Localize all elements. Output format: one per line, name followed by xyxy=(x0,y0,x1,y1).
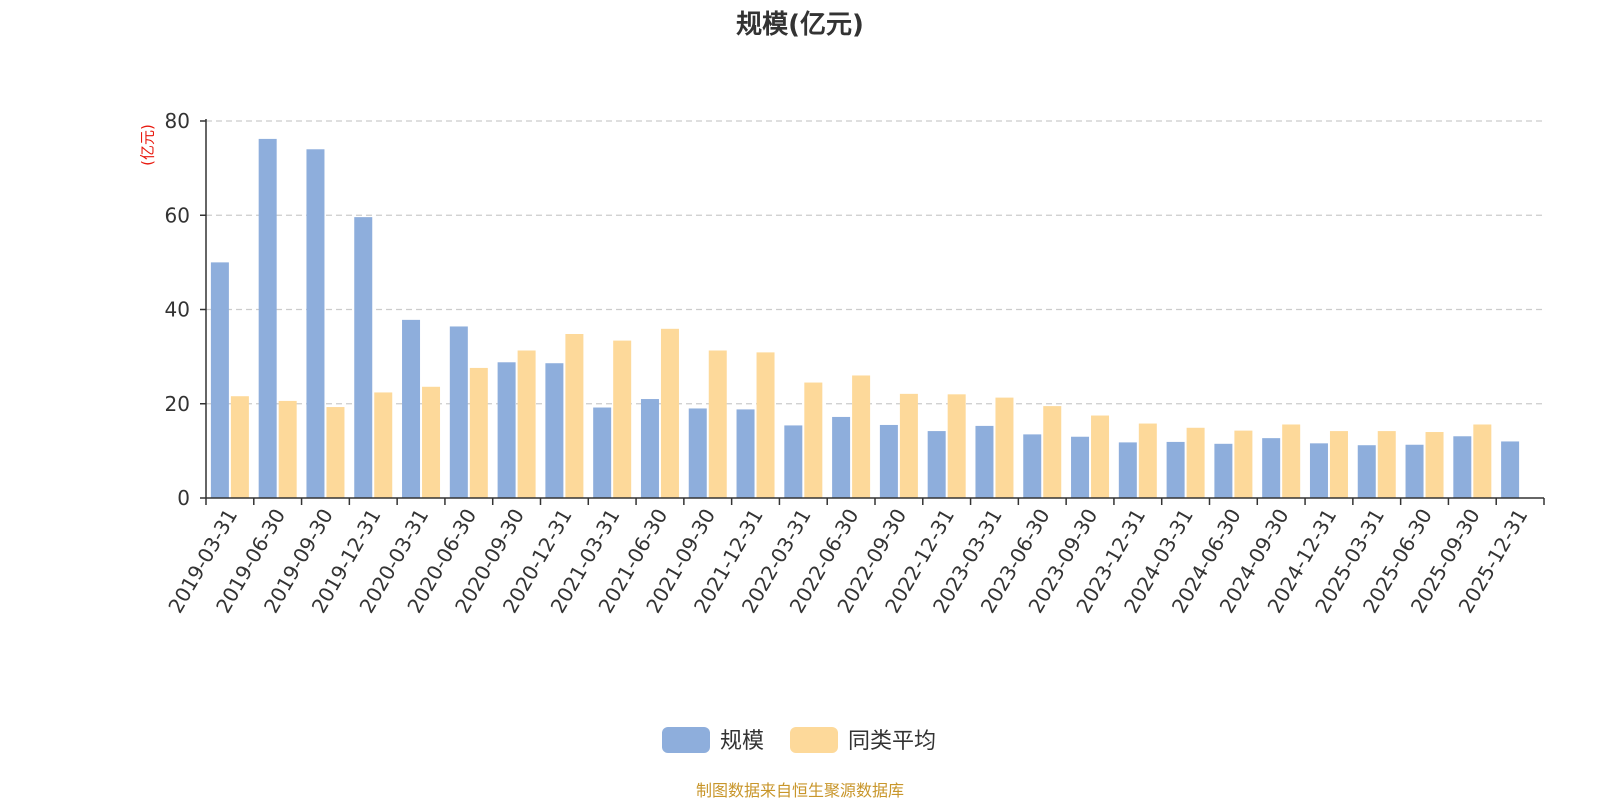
source-note: 制图数据来自恒生聚源数据库 xyxy=(696,781,904,800)
bar-scale xyxy=(593,407,612,498)
bar-peer-average xyxy=(613,340,632,498)
bar-scale xyxy=(1501,441,1520,498)
bar-scale xyxy=(688,408,707,498)
y-tick-label: 40 xyxy=(165,298,190,322)
bar-scale xyxy=(1357,445,1376,498)
bar-scale xyxy=(258,138,277,498)
bar-peer-average xyxy=(660,328,679,498)
bar-peer-average xyxy=(1043,406,1062,498)
bar-peer-average xyxy=(1425,432,1444,498)
x-axis: 2019-03-312019-06-302019-09-302019-12-31… xyxy=(163,497,1545,617)
bar-scale xyxy=(402,319,421,498)
bar-scale xyxy=(1405,444,1424,498)
y-axis: 0 20 40 60 80 xyxy=(165,109,207,510)
bar-peer-average xyxy=(1473,424,1492,498)
legend: 规模 同类平均 xyxy=(662,727,936,754)
bar-scale xyxy=(1262,438,1281,498)
bar-peer-average xyxy=(1234,430,1253,498)
bar-peer-average xyxy=(708,350,727,498)
bar-scale xyxy=(354,217,373,498)
bar-peer-average xyxy=(565,334,584,498)
legend-label: 同类平均 xyxy=(848,729,936,754)
bar-scale xyxy=(1118,442,1137,498)
bar-scale xyxy=(784,425,803,498)
bar-peer-average xyxy=(852,375,871,498)
bar-peer-average xyxy=(1377,431,1396,498)
bar-scale xyxy=(1071,436,1090,498)
chart-title: 规模(亿元) xyxy=(736,10,864,40)
legend-label: 规模 xyxy=(720,729,764,754)
y-tick-label: 20 xyxy=(165,392,190,416)
bar-peer-average xyxy=(230,396,249,498)
bar-scale xyxy=(832,416,851,498)
bar-peer-average xyxy=(278,400,297,498)
legend-item: 规模 xyxy=(662,727,764,754)
bar-peer-average xyxy=(517,350,536,498)
y-axis-unit-label: (亿元) xyxy=(139,124,157,166)
bar-peer-average xyxy=(1329,431,1348,498)
y-tick-label: 0 xyxy=(177,486,190,510)
bar-scale xyxy=(1023,434,1042,498)
bar-scale xyxy=(449,326,468,498)
bar-peer-average xyxy=(1282,424,1301,498)
bar-peer-average xyxy=(1138,423,1157,498)
bar-scale xyxy=(736,409,755,498)
bar-peer-average xyxy=(469,367,488,498)
bar-scale xyxy=(1453,436,1472,498)
bar-scale xyxy=(1166,441,1185,498)
bar-peer-average xyxy=(995,397,1014,498)
bar-peer-average xyxy=(756,352,775,498)
bar-peer-average xyxy=(1091,415,1110,498)
bars xyxy=(210,138,1520,498)
bar-scale xyxy=(210,262,229,498)
legend-swatch xyxy=(662,727,710,753)
y-tick-label: 80 xyxy=(165,109,190,133)
bar-scale xyxy=(975,425,994,498)
bar-peer-average xyxy=(326,407,345,498)
bar-peer-average xyxy=(899,393,918,498)
bar-scale xyxy=(927,431,946,498)
bar-scale xyxy=(1309,443,1328,498)
bar-peer-average xyxy=(374,392,393,498)
y-tick-label: 60 xyxy=(165,203,190,227)
bar-scale xyxy=(1214,443,1233,498)
bar-peer-average xyxy=(804,382,823,498)
bar-peer-average xyxy=(1186,427,1205,498)
bar-peer-average xyxy=(947,394,966,498)
bar-scale xyxy=(497,362,516,498)
legend-swatch xyxy=(790,727,838,753)
bar-scale xyxy=(545,363,564,498)
bar-scale xyxy=(879,424,898,498)
bar-scale xyxy=(640,399,659,498)
bar-peer-average xyxy=(422,386,441,498)
legend-item: 同类平均 xyxy=(790,727,936,754)
bar-scale xyxy=(306,149,325,498)
